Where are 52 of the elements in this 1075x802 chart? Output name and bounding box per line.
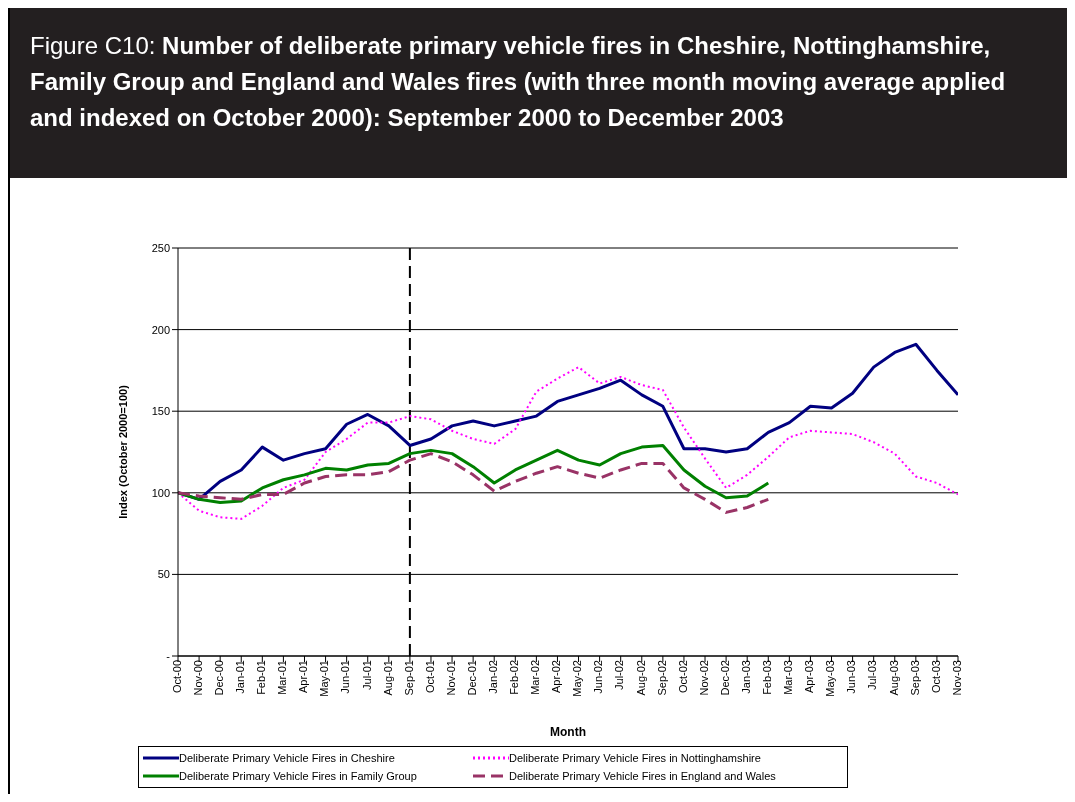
x-tick-label: Jul-01 xyxy=(360,660,373,690)
x-tick-label: Aug-02 xyxy=(634,660,647,696)
legend-label: Deliberate Primary Vehicle Fires in England and Wales xyxy=(509,770,776,782)
x-tick-label: Feb-01 xyxy=(255,660,268,695)
x-tick-label: Oct-01 xyxy=(423,660,436,694)
x-tick-label: Jan-01 xyxy=(234,660,247,694)
x-tick-label: Oct-02 xyxy=(676,660,689,694)
x-tick-label: Apr-03 xyxy=(803,660,816,694)
y-tick-label: 50 xyxy=(157,568,170,581)
y-tick-label: 250 xyxy=(151,241,170,254)
x-tick-label: Mar-02 xyxy=(529,660,542,695)
x-tick-label: Jun-03 xyxy=(845,660,858,694)
x-tick-label: Jun-01 xyxy=(339,660,352,694)
x-tick-label: May-01 xyxy=(318,660,331,697)
x-tick-label: Apr-01 xyxy=(297,660,310,694)
x-tick-label: Apr-02 xyxy=(550,660,563,694)
x-tick-label: Jul-02 xyxy=(613,660,626,690)
y-axis-title: Index (October 2000=100) xyxy=(116,384,129,519)
x-tick-label: Aug-03 xyxy=(887,660,900,696)
x-tick-label: Mar-01 xyxy=(276,660,289,695)
x-tick-label: Sep-01 xyxy=(402,660,415,696)
line-series xyxy=(178,452,770,514)
x-tick-label: Jan-02 xyxy=(487,660,500,694)
x-tick-label: May-02 xyxy=(571,660,584,697)
x-tick-label: Jan-03 xyxy=(740,660,752,694)
y-tick-label: 100 xyxy=(151,486,170,499)
x-tick-label: Oct-03 xyxy=(929,660,942,694)
legend-label: Deliberate Primary Vehicle Fires in Cheshire xyxy=(179,752,395,764)
chart-title: Figure C10: Number of deliberate primary vehicle fires in Cheshire, Nottinghamshire, Family Group and England and Wales fires (with three month moving average applied and indexed on October 2000): September 2000 to December 2003 xyxy=(30,32,1006,131)
legend-label: Deliberate Primary Vehicle Fires in Nottinghamshire xyxy=(509,752,761,764)
x-tick-label: Aug-01 xyxy=(381,660,394,696)
x-tick-label: Oct-00 xyxy=(170,660,183,694)
x-tick-label: Jul-03 xyxy=(866,660,879,690)
x-tick-label: Sep-02 xyxy=(655,660,668,696)
x-tick-label: Jun-02 xyxy=(592,660,605,694)
x-tick-label: Mar-03 xyxy=(782,660,795,695)
x-tick-label: Nov-00 xyxy=(191,660,204,696)
x-tick-label: Dec-00 xyxy=(212,660,225,696)
y-tick-label: 150 xyxy=(151,405,170,418)
y-tick-label: 200 xyxy=(151,323,170,336)
legend-label: Deliberate Primary Vehicle Fires in Family Group xyxy=(179,770,417,782)
x-tick-label: Dec-02 xyxy=(718,660,731,696)
x-tick-label: Feb-02 xyxy=(508,660,521,695)
x-axis-title: Month xyxy=(550,725,586,739)
x-tick-label: Nov-02 xyxy=(697,660,710,696)
x-tick-label: May-03 xyxy=(824,660,837,697)
y-tick-label: - xyxy=(166,649,171,662)
x-tick-label: Nov-03 xyxy=(950,660,963,696)
x-tick-label: Dec-01 xyxy=(465,660,478,696)
x-tick-label: Feb-03 xyxy=(761,660,774,695)
x-tick-label: Nov-01 xyxy=(444,660,457,696)
x-tick-label: Sep-03 xyxy=(908,660,921,696)
